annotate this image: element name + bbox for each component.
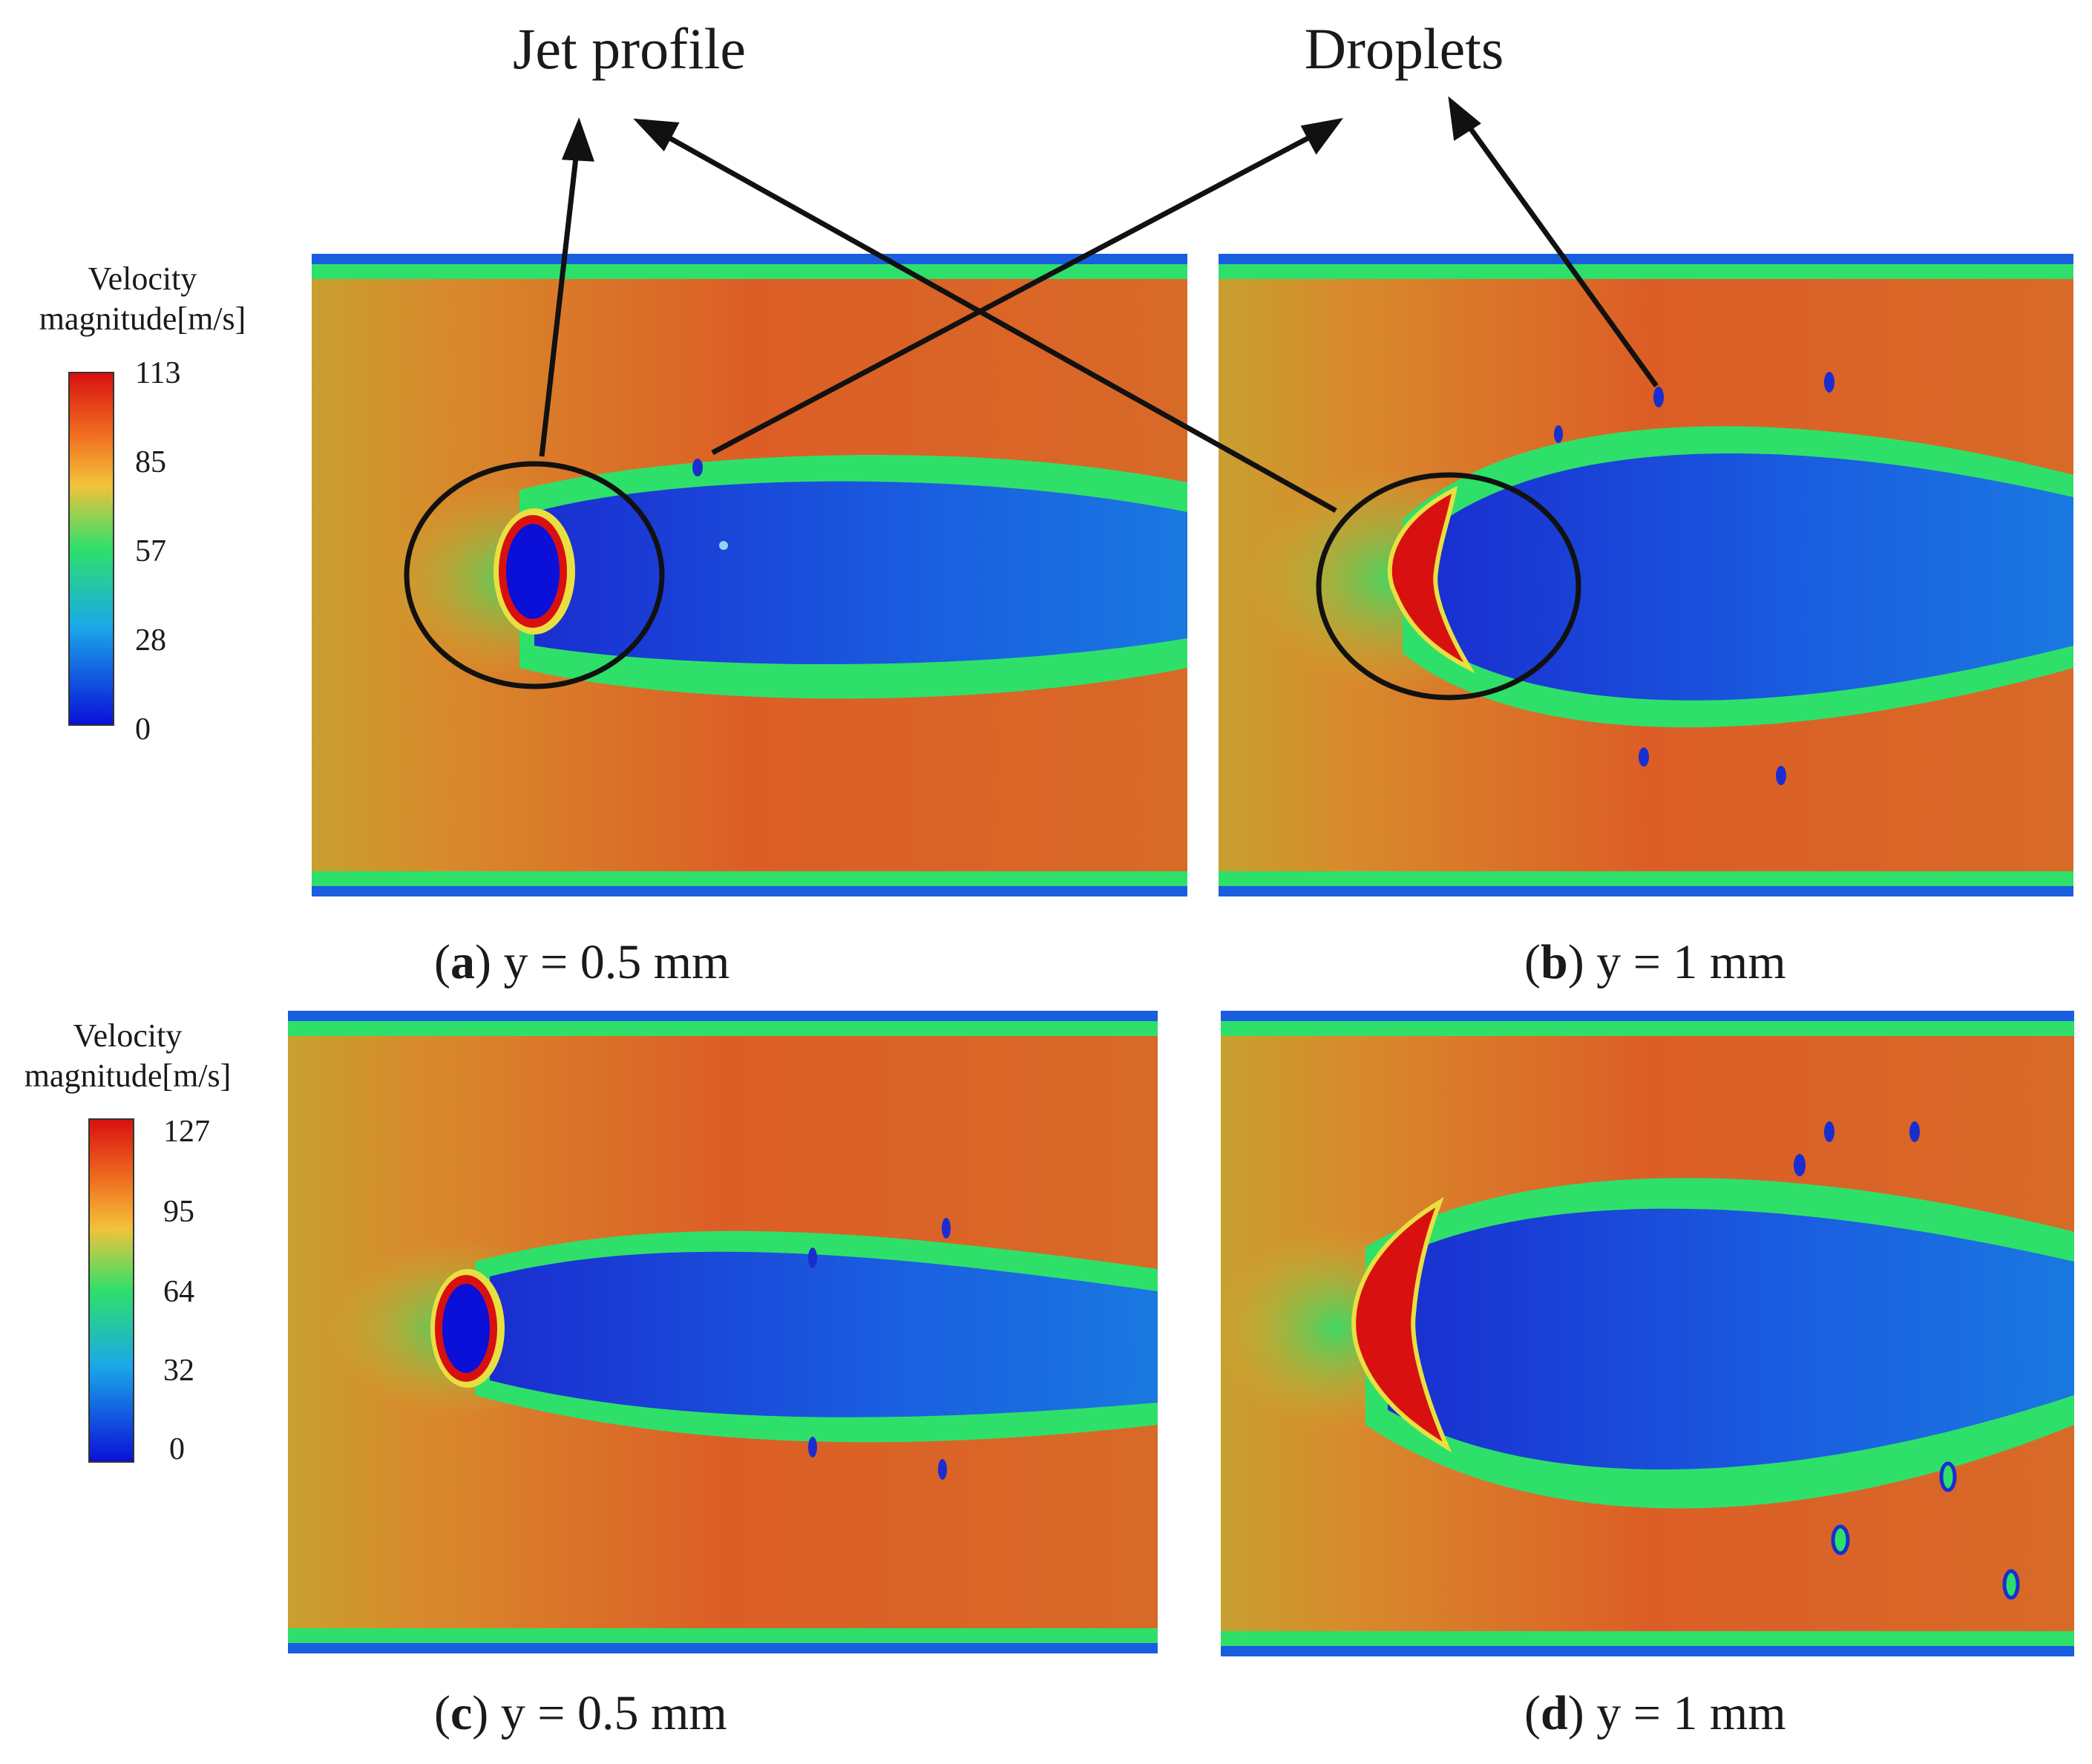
panel-b-contour	[1219, 254, 2073, 896]
colorbar-bottom-tick-0: 127	[163, 1115, 210, 1149]
colorbar-top-tick-3: 28	[135, 623, 166, 658]
caption-b: (b) y = 1 mm	[1524, 935, 1786, 989]
caption-a-letter: a	[450, 935, 475, 989]
droplets-label: Droplets	[1305, 16, 1504, 81]
caption-a-text: y = 0.5 mm	[491, 935, 729, 989]
colorbar-top-title-1: Velocity	[88, 260, 197, 297]
colorbar-bottom-tick-3: 32	[163, 1354, 194, 1388]
caption-b-text: y = 1 mm	[1584, 935, 1786, 989]
colorbar-top-tick-4: 0	[135, 712, 151, 747]
jet-profile-label: Jet profile	[513, 16, 746, 81]
jet-circle-b	[1316, 472, 1581, 701]
caption-d: (d) y = 1 mm	[1524, 1686, 1786, 1740]
caption-b-letter: b	[1541, 935, 1568, 989]
colorbar-top-tick-1: 85	[135, 445, 166, 479]
caption-a: (a) y = 0.5 mm	[434, 935, 729, 989]
colorbar-bottom: Velocity magnitude[m/s] 127 95 64 32 0	[24, 1017, 232, 1466]
annotation-arrows	[539, 96, 1659, 514]
caption-c: (c) y = 0.5 mm	[434, 1686, 727, 1740]
panel-d-contour	[1217, 1011, 2074, 1656]
caption-d-letter: d	[1541, 1686, 1568, 1740]
caption-d-text: y = 1 mm	[1584, 1686, 1786, 1740]
panel-c-contour	[288, 1011, 1158, 1653]
colorbar-bottom-title-2: magnitude[m/s]	[24, 1058, 232, 1094]
colorbar-bottom-tick-4: 0	[169, 1432, 185, 1466]
caption-c-letter: c	[450, 1686, 472, 1740]
colorbar-bottom-tick-2: 64	[163, 1275, 194, 1309]
colorbar-top: Velocity magnitude[m/s] 113 85 57 28 0	[39, 260, 246, 747]
colorbar-top-tick-2: 57	[135, 534, 166, 568]
jet-circle-a	[404, 461, 665, 689]
colorbar-bottom-tick-1: 95	[163, 1195, 194, 1229]
panel-a-contour	[312, 254, 1187, 896]
colorbar-bottom-title-1: Velocity	[73, 1017, 183, 1054]
caption-c-text: y = 0.5 mm	[488, 1686, 727, 1740]
colorbar-top-title-2: magnitude[m/s]	[39, 301, 246, 337]
colorbar-top-tick-0: 113	[135, 356, 180, 390]
